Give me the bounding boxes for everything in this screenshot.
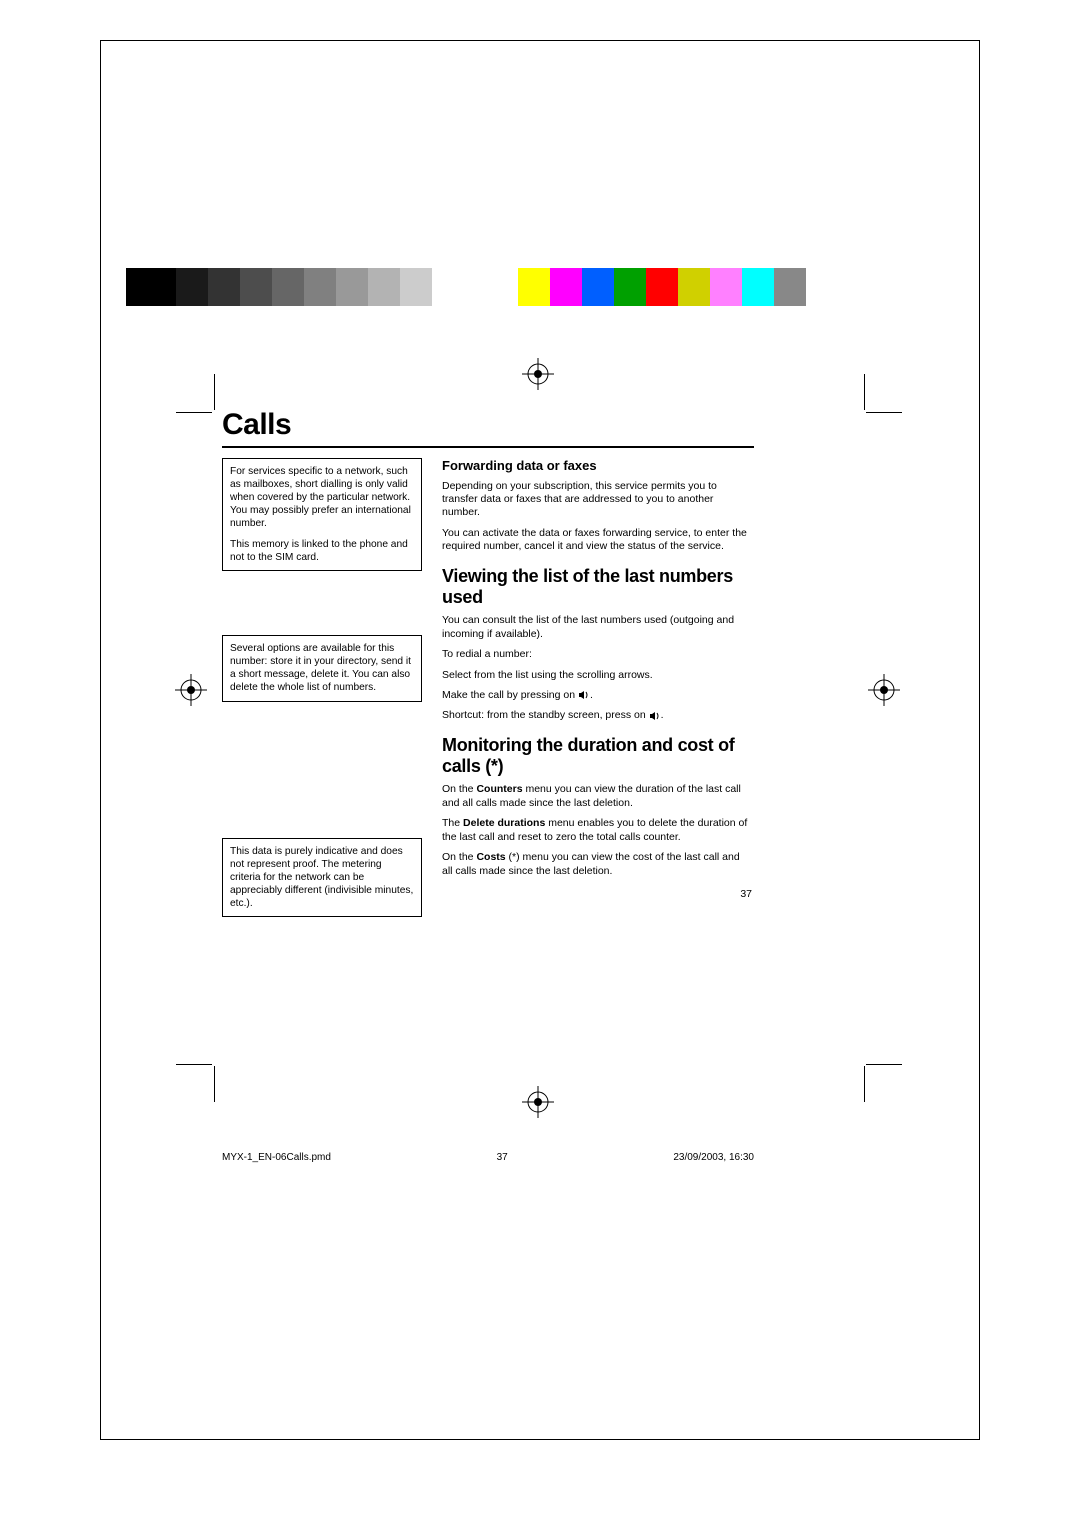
color-swatch [742,268,774,306]
color-swatch [550,268,582,306]
note-box: This data is purely indicative and does … [222,838,422,917]
registration-mark-icon [868,674,900,706]
color-swatch [400,268,432,306]
speaker-icon [578,690,590,700]
body-text: To redial a number: [442,648,752,661]
color-swatch [774,268,806,306]
section-heading: Viewing the list of the last numbers use… [442,566,752,608]
section-heading: Forwarding data or faxes [442,458,752,474]
body-text: On the Counters menu you can view the du… [442,783,752,810]
color-swatch [518,268,550,306]
footer-filename: MYX-1_EN-06Calls.pmd [222,1152,331,1163]
color-swatch [304,268,336,306]
color-swatch [432,268,518,306]
registration-mark-icon [175,674,207,706]
body-text: Depending on your subscription, this ser… [442,480,752,520]
color-swatch [126,268,176,306]
body-text: Shortcut: from the standby screen, press… [442,709,752,722]
left-column: For services specific to a network, such… [222,458,422,927]
note-box: Several options are available for this n… [222,635,422,701]
color-swatch [646,268,678,306]
body-text: You can consult the list of the last num… [442,614,752,641]
color-swatch [582,268,614,306]
note-box: For services specific to a network, such… [222,458,422,571]
page-number: 37 [442,888,752,900]
note-text: For services specific to a network, such… [230,465,414,530]
note-text: Several options are available for this n… [230,642,414,694]
crop-mark-icon [852,1052,892,1092]
page-content: Calls For services specific to a network… [222,408,754,998]
color-swatch [240,268,272,306]
color-swatch [176,268,208,306]
color-swatch [336,268,368,306]
page-title: Calls [222,408,754,448]
section-heading: Monitoring the duration and cost of call… [442,735,752,777]
color-swatch [614,268,646,306]
footer-page: 37 [497,1152,508,1163]
body-text: Select from the list using the scrolling… [442,669,752,682]
crop-mark-icon [186,1052,226,1092]
crop-mark-icon [186,384,226,424]
note-text: This memory is linked to the phone and n… [230,538,414,564]
body-text: Make the call by pressing on . [442,689,752,702]
color-swatch [710,268,742,306]
right-column: Forwarding data or faxes Depending on yo… [442,458,752,927]
registration-mark-icon [522,1086,554,1118]
body-text: On the Costs (*) menu you can view the c… [442,851,752,878]
note-text: This data is purely indicative and does … [230,845,414,910]
speaker-icon [649,711,661,721]
color-swatch [678,268,710,306]
color-swatch [208,268,240,306]
color-calibration-bar [126,268,846,306]
body-text: You can activate the data or faxes forwa… [442,527,752,554]
footer: MYX-1_EN-06Calls.pmd 37 23/09/2003, 16:3… [222,1152,754,1163]
crop-mark-icon [852,384,892,424]
color-swatch [272,268,304,306]
color-swatch [368,268,400,306]
registration-mark-icon [522,358,554,390]
body-text: The Delete durations menu enables you to… [442,817,752,844]
footer-date: 23/09/2003, 16:30 [673,1152,754,1163]
